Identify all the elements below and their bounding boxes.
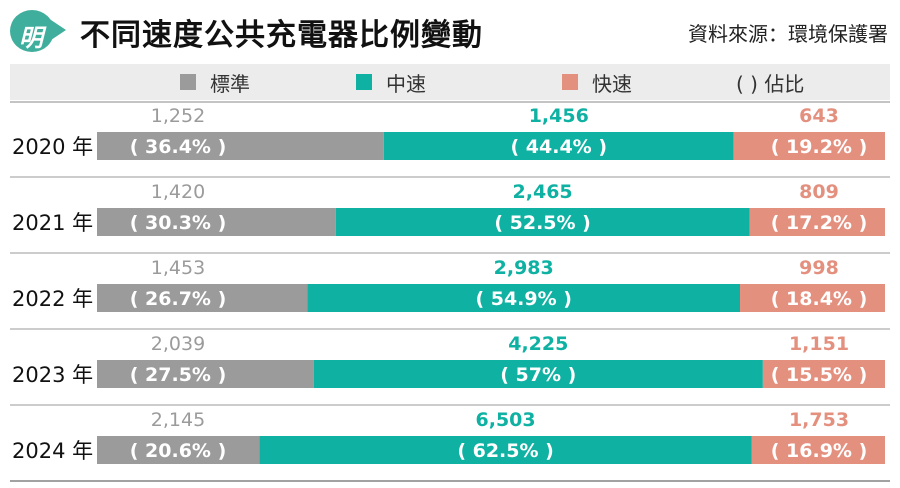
category-label: 2020 年: [12, 135, 93, 159]
value-label-medium: 2,465: [513, 181, 573, 203]
legend-item-standard: 標準: [180, 64, 250, 100]
value-label-fast: 1,753: [789, 409, 849, 431]
share-label-fast: ( 16.9% ): [771, 440, 868, 462]
category-label: 2024 年: [12, 439, 93, 463]
legend-label-share: ( ) 佔比: [736, 71, 805, 96]
bar-segment-medium: [259, 436, 752, 464]
bar-segment-fast: [749, 208, 885, 236]
header: 明 不同速度公共充電器比例變動 資料來源：環境保護署: [0, 0, 900, 62]
share-label-standard: ( 26.7% ): [130, 288, 227, 310]
source-note: 資料來源：環境保護署: [688, 22, 888, 46]
value-label-standard: 2,145: [151, 409, 205, 431]
value-label-medium: 1,456: [529, 105, 589, 127]
bar-segment-standard: [97, 284, 308, 312]
share-label-fast: ( 17.2% ): [771, 212, 868, 234]
legend-label-medium: 中速: [386, 71, 426, 96]
legend-swatch-medium: [356, 74, 372, 90]
chart-title: 不同速度公共充電器比例變動: [80, 18, 483, 53]
bar-segment-fast: [762, 360, 885, 388]
legend-item-share: ( ) 佔比: [736, 64, 804, 100]
bar-segment-standard: [97, 360, 314, 388]
logo-bubble: [10, 10, 54, 52]
legend-swatch-fast: [562, 74, 578, 90]
value-label-medium: 4,225: [508, 333, 568, 355]
logo-tail: [48, 18, 66, 42]
category-label: 2022 年: [12, 287, 93, 311]
legend: 標準 中速 快速 ( ) 佔比: [10, 64, 890, 100]
bar-segment-fast: [751, 436, 885, 464]
share-label-medium: ( 54.9% ): [475, 288, 572, 310]
value-label-standard: 2,039: [151, 333, 205, 355]
legend-label-fast: 快速: [592, 71, 632, 96]
bar-segment-fast: [733, 132, 885, 160]
ming-pao-logo: 明: [10, 10, 66, 52]
legend-label-standard: 標準: [210, 71, 250, 96]
legend-swatch-standard: [180, 74, 196, 90]
share-label-fast: ( 15.5% ): [771, 364, 868, 386]
bar-segment-medium: [383, 132, 734, 160]
value-label-medium: 2,983: [494, 257, 554, 279]
share-label-medium: ( 52.5% ): [494, 212, 591, 234]
bar-segment-medium: [313, 360, 763, 388]
legend-item-medium: 中速: [356, 64, 426, 100]
value-label-fast: 1,151: [789, 333, 849, 355]
share-label-standard: ( 36.4% ): [130, 136, 227, 158]
value-label-standard: 1,420: [151, 181, 205, 203]
value-label-standard: 1,453: [151, 257, 205, 279]
bar-segment-standard: [97, 436, 260, 464]
bar-segment-medium: [335, 208, 750, 236]
bar-segment-medium: [307, 284, 741, 312]
legend-item-fast: 快速: [562, 64, 632, 100]
category-label: 2023 年: [12, 363, 93, 387]
share-label-medium: ( 44.4% ): [511, 136, 608, 158]
category-label: 2021 年: [12, 211, 93, 235]
bar-segment-fast: [740, 284, 885, 312]
value-label-fast: 998: [799, 257, 839, 279]
value-label-fast: 643: [799, 105, 839, 127]
bar-segment-standard: [97, 132, 384, 160]
logo-char: 明: [19, 23, 43, 52]
share-label-standard: ( 30.3% ): [130, 212, 227, 234]
bar-segment-standard: [97, 208, 336, 236]
share-label-standard: ( 20.6% ): [130, 440, 227, 462]
share-label-standard: ( 27.5% ): [130, 364, 227, 386]
share-label-fast: ( 19.2% ): [771, 136, 868, 158]
share-label-medium: ( 57% ): [500, 364, 576, 386]
value-label-medium: 6,503: [476, 409, 536, 431]
value-label-fast: 809: [799, 181, 839, 203]
share-label-fast: ( 18.4% ): [771, 288, 868, 310]
value-label-standard: 1,252: [151, 105, 205, 127]
share-label-medium: ( 62.5% ): [457, 440, 554, 462]
